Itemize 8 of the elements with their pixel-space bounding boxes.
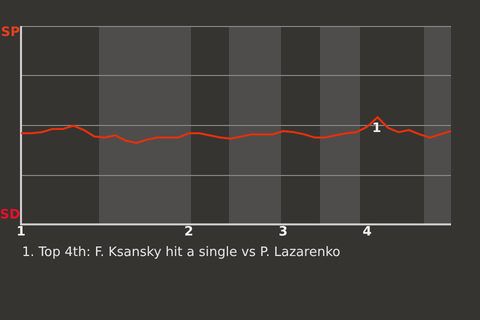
x-tick-label: 2 [184,224,194,240]
x-tick-label: 3 [278,224,288,240]
annotation: 1 [372,121,382,136]
text: SP [1,24,20,40]
text: SD [0,207,20,222]
text: 1. Top 4th: F. Ksansky hit a single vs P. Lazarenko [22,245,340,260]
x-tick-label: 1 [16,224,26,240]
x-tick-label: 4 [362,224,372,240]
